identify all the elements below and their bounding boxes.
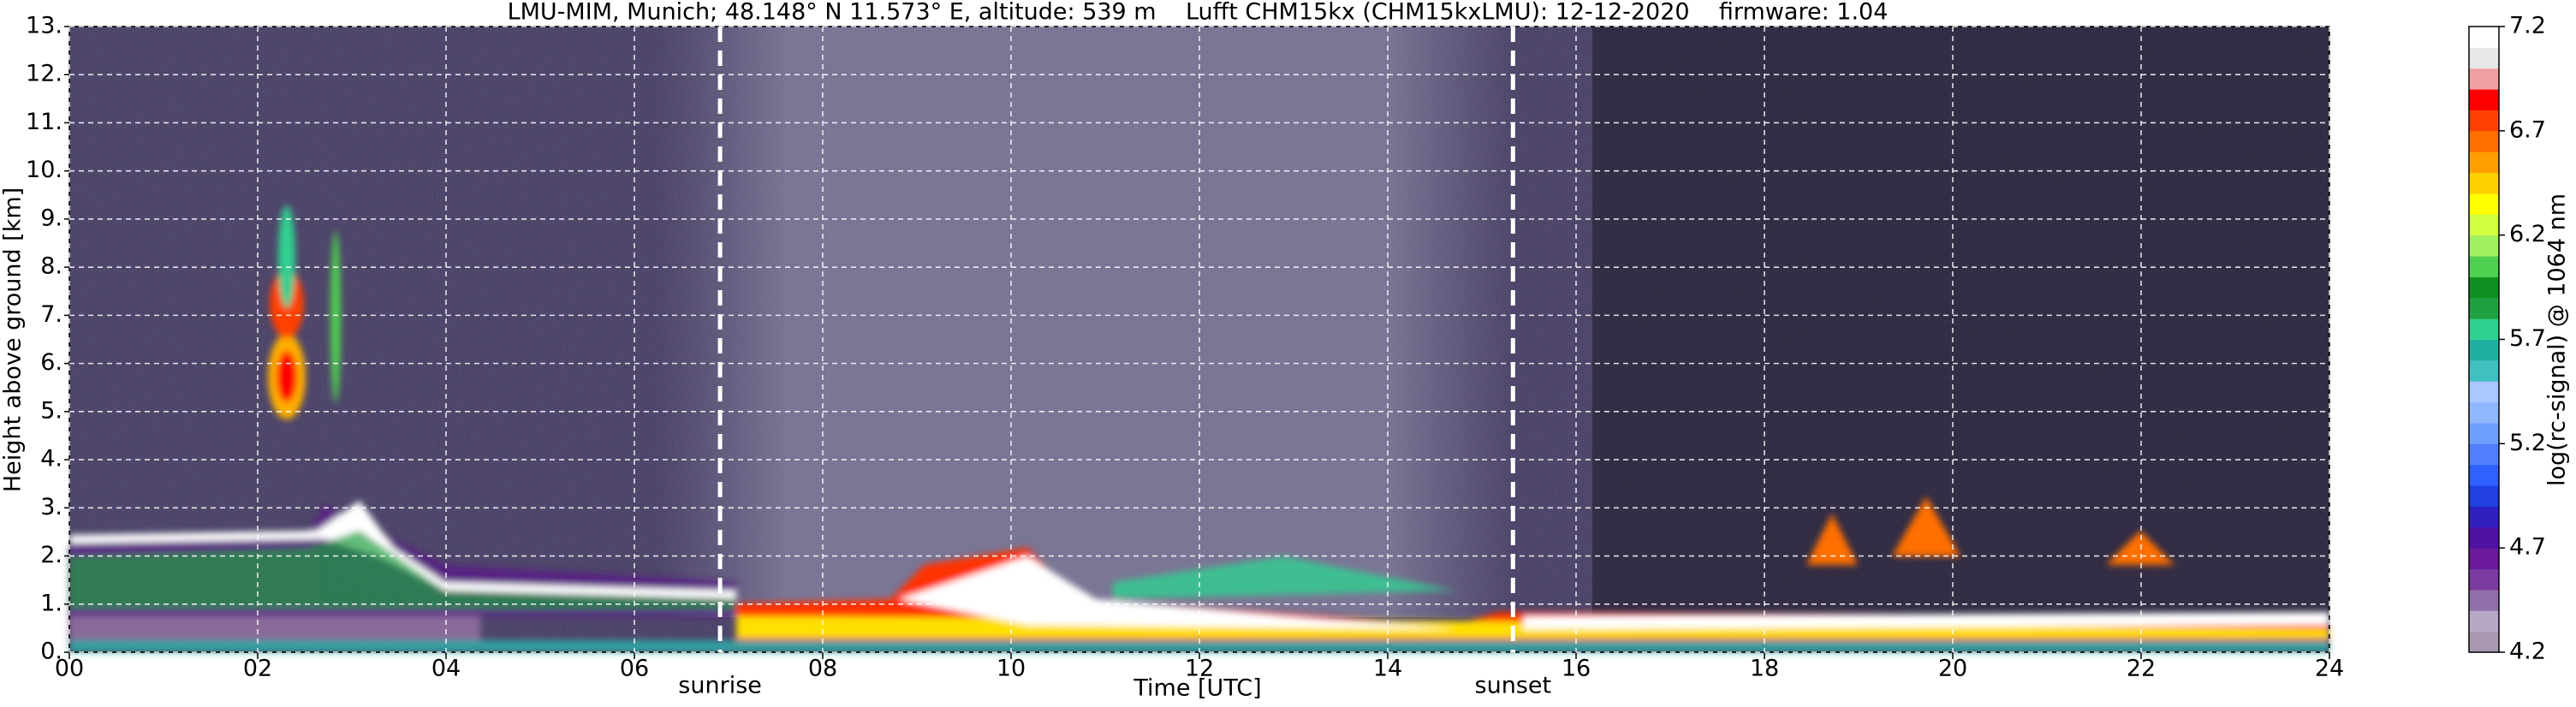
colorbar-band bbox=[2469, 318, 2499, 340]
y-tick-label: 13. bbox=[26, 13, 62, 39]
y-tick-label: 6. bbox=[40, 349, 62, 376]
x-tick-label: 22 bbox=[2127, 656, 2156, 682]
colorbar-band bbox=[2469, 589, 2499, 611]
colorbar-band bbox=[2469, 89, 2499, 110]
colorbar-band bbox=[2469, 235, 2499, 257]
colorbar-band bbox=[2469, 172, 2499, 194]
x-tick-label: 00 bbox=[55, 656, 84, 682]
x-tick-label: 24 bbox=[2315, 656, 2344, 682]
colorbar-band bbox=[2469, 27, 2499, 48]
colorbar-tick-label: 6.7 bbox=[2509, 116, 2546, 143]
colorbar-band bbox=[2469, 548, 2499, 570]
y-tick-label: 4. bbox=[40, 446, 62, 472]
colorbar-band bbox=[2469, 214, 2499, 236]
colorbar-band bbox=[2469, 381, 2499, 403]
colorbar-tick-label: 5.2 bbox=[2509, 430, 2546, 456]
x-tick-label: 08 bbox=[808, 656, 837, 682]
x-tick-label: 10 bbox=[996, 656, 1026, 682]
x-tick-label: 16 bbox=[1562, 656, 1591, 682]
y-axis-label: Height above ground [km] bbox=[0, 187, 27, 492]
colorbar-band bbox=[2469, 526, 2499, 549]
colorbar-tick-label: 6.2 bbox=[2509, 221, 2546, 247]
colorbar-band bbox=[2469, 130, 2499, 152]
y-tick-label: 2. bbox=[40, 542, 62, 568]
colorbar-band bbox=[2469, 152, 2499, 174]
y-tick-label: 9. bbox=[40, 205, 62, 231]
x-tick-label: 12 bbox=[1185, 656, 1214, 682]
colorbar-band bbox=[2469, 297, 2499, 319]
colorbar-band bbox=[2469, 68, 2499, 90]
colorbar-band bbox=[2469, 568, 2499, 591]
y-tick-label: 1. bbox=[40, 590, 62, 616]
colorbar-band bbox=[2469, 631, 2499, 653]
x-tick-label: 02 bbox=[243, 656, 272, 682]
colorbar-tick-label: 4.7 bbox=[2509, 534, 2546, 561]
colorbar-label: log(rc-signal) @ 1064 nm bbox=[2544, 193, 2571, 486]
colorbar-band bbox=[2469, 256, 2499, 277]
colorbar-band bbox=[2469, 359, 2499, 382]
y-tick-label: 11. bbox=[26, 109, 62, 135]
colorbar-band bbox=[2469, 339, 2499, 361]
colorbar-band bbox=[2469, 443, 2499, 466]
x-tick-label: 20 bbox=[1938, 656, 1967, 682]
chart-title: LMU-MIM, Munich; 48.148° N 11.573° E, al… bbox=[508, 0, 1889, 26]
colorbar-band bbox=[2469, 47, 2499, 69]
y-tick-label: 3. bbox=[40, 494, 62, 520]
x-tick-label: 14 bbox=[1373, 656, 1402, 682]
colorbar-band bbox=[2469, 401, 2499, 424]
colorbar-tick-label: 7.2 bbox=[2509, 13, 2546, 39]
x-tick-label: 18 bbox=[1750, 656, 1779, 682]
colorbar-band bbox=[2469, 610, 2499, 633]
event-label: sunrise bbox=[678, 673, 762, 699]
y-tick-label: 0. bbox=[40, 639, 62, 665]
colorbar-band bbox=[2469, 193, 2499, 215]
x-tick-label: 04 bbox=[431, 656, 461, 682]
colorbar-band bbox=[2469, 464, 2499, 486]
y-tick-label: 12. bbox=[26, 61, 62, 87]
colorbar-band bbox=[2469, 506, 2499, 528]
y-tick-label: 5. bbox=[40, 397, 62, 424]
colorbar-band bbox=[2469, 485, 2499, 507]
colorbar-band bbox=[2469, 276, 2499, 299]
y-tick-label: 10. bbox=[26, 157, 62, 183]
x-tick-label: 06 bbox=[620, 656, 649, 682]
event-label: sunset bbox=[1475, 673, 1552, 699]
y-tick-label: 7. bbox=[40, 301, 62, 328]
colorbar-band bbox=[2469, 110, 2499, 132]
colorbar-tick-label: 5.7 bbox=[2509, 325, 2546, 352]
y-tick-label: 8. bbox=[40, 253, 62, 280]
x-axis-label: Time [UTC] bbox=[1133, 675, 1261, 702]
colorbar-band bbox=[2469, 422, 2499, 444]
colorbar-tick-label: 4.2 bbox=[2509, 639, 2546, 665]
